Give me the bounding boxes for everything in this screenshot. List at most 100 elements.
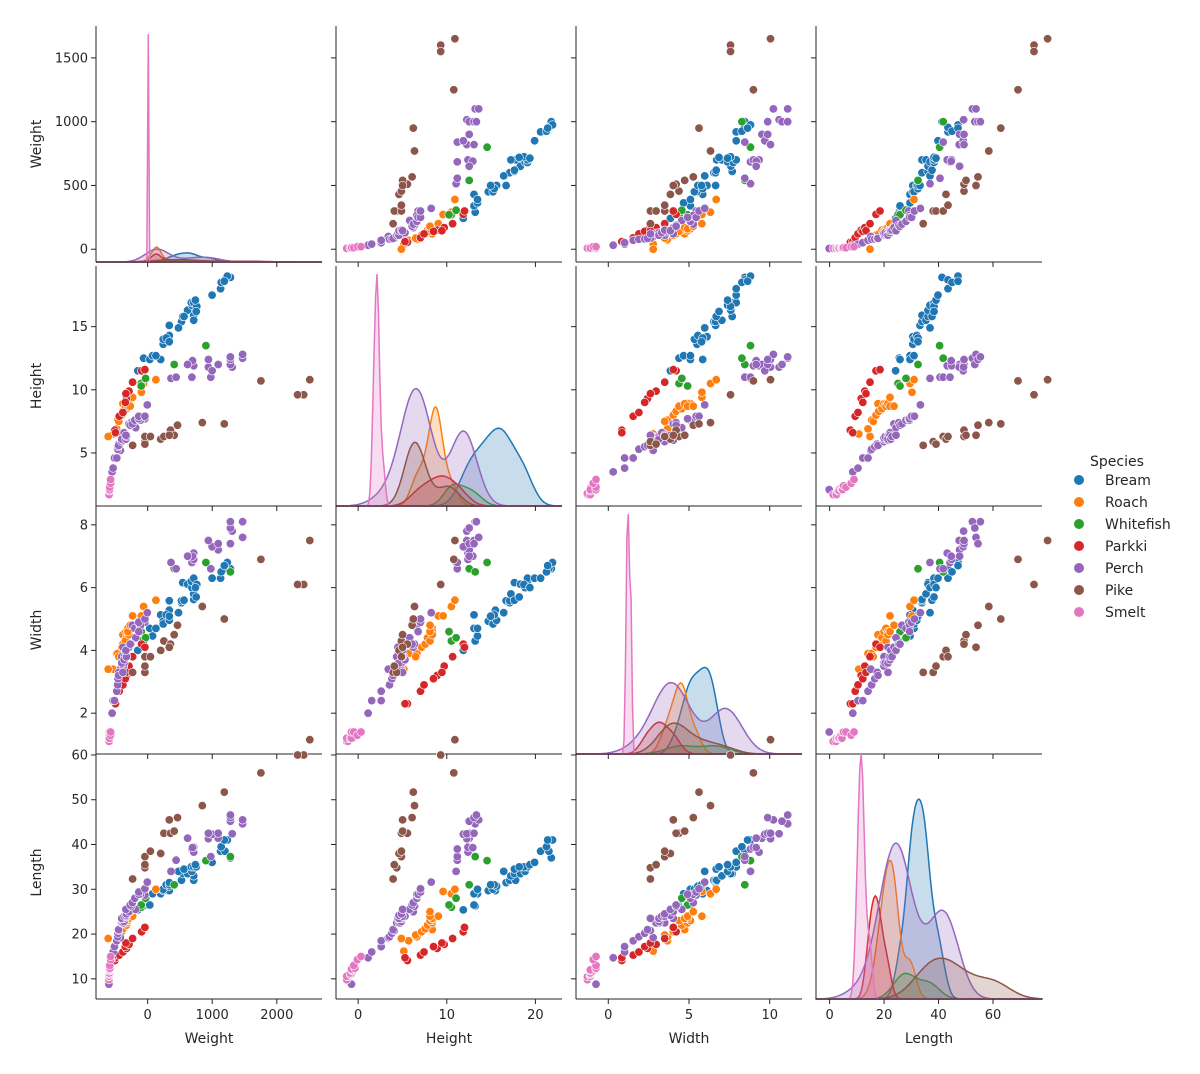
point-perch-55 [783, 117, 793, 127]
point-pike-9 [398, 181, 408, 191]
point-parkki-8 [865, 219, 875, 229]
x-tick-label: 0 [354, 1008, 362, 1023]
panel-width-vs-weight: 2 4 6 8 [80, 506, 322, 759]
y-tick-label: 10 [71, 972, 88, 987]
y-tick-label: 60 [71, 748, 88, 763]
point-pike-0 [388, 874, 398, 884]
point-pike-15 [293, 579, 303, 589]
point-pike-2 [389, 661, 399, 671]
point-perch-53 [238, 815, 248, 825]
point-pike-15 [436, 579, 446, 589]
point-pike-10 [973, 420, 983, 430]
point-bream-19 [925, 323, 935, 333]
point-bream-21 [509, 165, 519, 175]
point-pike-0 [645, 874, 655, 884]
point-bream-26 [723, 860, 733, 870]
point-pike-10 [973, 172, 983, 182]
point-parkki-7 [437, 226, 447, 236]
point-bream-33 [219, 276, 229, 286]
point-perch-35 [694, 884, 704, 894]
point-pike-10 [973, 620, 983, 630]
point-bream-27 [731, 857, 741, 867]
point-perch-36 [915, 203, 925, 213]
point-parkki-8 [660, 933, 670, 943]
point-pike-15 [436, 46, 446, 56]
x-tick-label: 0 [825, 1008, 833, 1023]
point-perch-33 [683, 889, 693, 899]
point-perch-37 [745, 179, 755, 189]
point-perch-52 [970, 523, 980, 533]
point-bream-33 [543, 123, 553, 133]
point-perch-25 [891, 430, 901, 440]
point-whitefish-2 [677, 373, 687, 383]
point-perch-50 [203, 535, 213, 545]
point-pike-16 [1043, 34, 1053, 44]
point-pike-10 [407, 172, 417, 182]
point-perch-51 [238, 517, 248, 527]
legend-title: Species [1090, 454, 1144, 470]
point-pike-11 [705, 146, 715, 156]
point-perch-3 [620, 238, 630, 248]
kde-smelt-weight [96, 33, 322, 263]
y-tick-label: 2 [80, 707, 88, 722]
point-roach-19 [450, 595, 460, 605]
point-bream-7 [472, 884, 482, 894]
point-whitefish-4 [482, 557, 492, 567]
point-perch-54 [763, 117, 773, 127]
point-roach-5 [103, 664, 113, 674]
point-perch-38 [452, 173, 462, 183]
point-pike-9 [164, 642, 174, 652]
point-perch-43 [468, 843, 478, 853]
point-parkki-10 [140, 365, 150, 375]
x-tick-label: 20 [527, 1008, 544, 1023]
point-parkki-5 [640, 397, 650, 407]
point-bream-27 [933, 290, 943, 300]
point-pike-9 [971, 642, 981, 652]
x-tick-label: 2000 [260, 1008, 293, 1023]
point-roach-5 [865, 431, 875, 441]
point-perch-53 [768, 349, 778, 359]
point-parkki-7 [645, 389, 655, 399]
point-bream-25 [191, 592, 201, 602]
point-pike-2 [140, 439, 150, 449]
point-bream-21 [927, 165, 937, 175]
point-perch-52 [777, 816, 787, 826]
point-pike-16 [450, 735, 460, 745]
y-tick-label: 10 [71, 383, 88, 398]
point-pike-10 [173, 420, 183, 430]
point-perch-43 [751, 843, 761, 853]
point-perch-36 [915, 608, 925, 618]
point-perch-2 [367, 696, 377, 706]
point-pike-15 [293, 390, 303, 400]
point-bream-11 [486, 181, 496, 191]
point-pike-8 [961, 175, 971, 185]
point-parkki-3 [118, 407, 128, 417]
point-perch-36 [700, 203, 710, 213]
point-whitefish-2 [901, 373, 911, 383]
y-tick-label: 6 [80, 581, 88, 596]
legend-marker [1074, 497, 1084, 507]
point-parkki-10 [459, 642, 469, 652]
point-pike-2 [651, 860, 661, 870]
point-perch-49 [959, 526, 969, 536]
point-perch-53 [971, 104, 981, 114]
point-perch-1 [848, 708, 858, 718]
point-pike-9 [971, 181, 981, 191]
panel-length-vs-length: 0 20 40 60 [815, 746, 1043, 1023]
point-roach-19 [151, 375, 161, 385]
point-roach-19 [909, 195, 919, 205]
panel-weight-vs-height [331, 26, 562, 267]
point-whitefish-2 [451, 893, 461, 903]
point-perch-4 [628, 453, 638, 463]
point-pike-9 [164, 430, 174, 440]
point-whitefish-5 [938, 117, 948, 127]
point-roach-15 [885, 392, 895, 402]
point-parkki-10 [459, 922, 469, 932]
point-pike-8 [961, 430, 971, 440]
point-pike-10 [688, 172, 698, 182]
point-bream-33 [953, 276, 963, 286]
point-pike-12 [408, 123, 418, 133]
x-tick-label: 40 [930, 1008, 947, 1023]
point-pike-9 [668, 181, 678, 191]
point-bream-26 [190, 860, 200, 870]
